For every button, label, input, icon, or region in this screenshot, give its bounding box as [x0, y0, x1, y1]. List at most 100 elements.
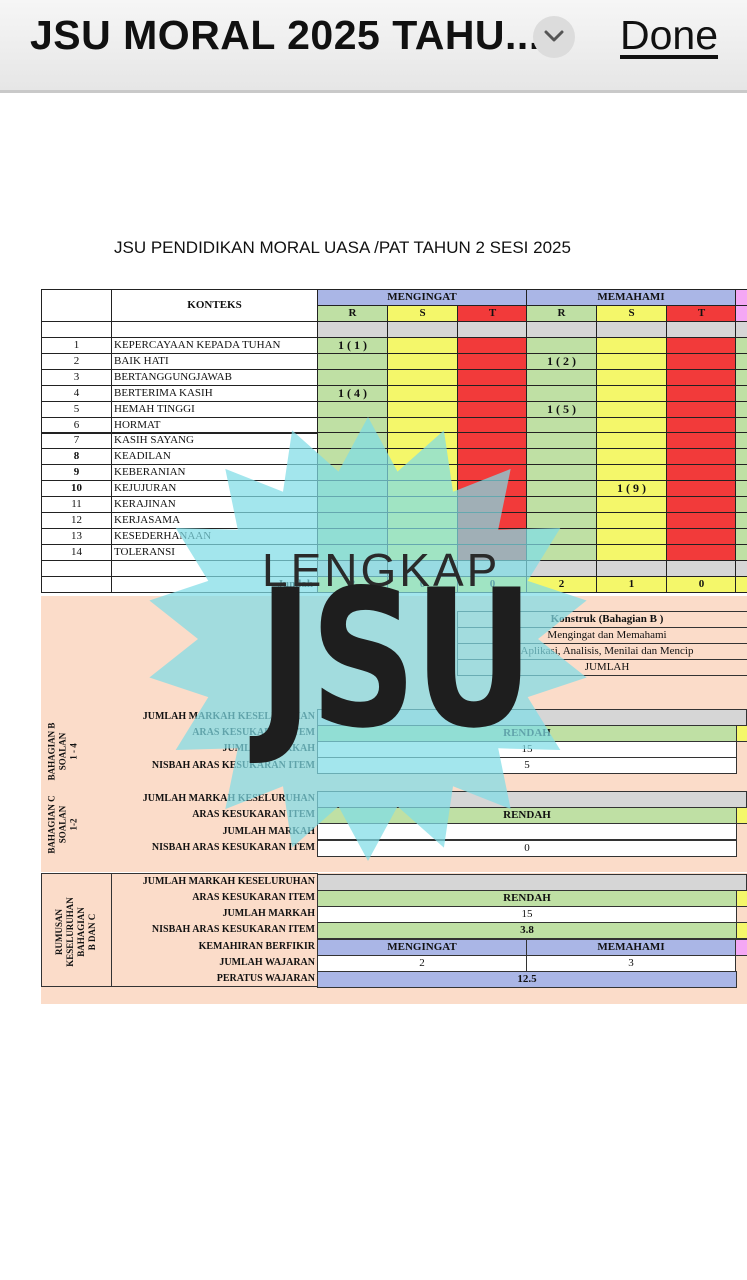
row-number: 5	[41, 400, 112, 418]
mark-cell	[457, 496, 528, 513]
mark-cell	[666, 496, 737, 513]
mark-cell	[666, 511, 737, 529]
mark-cell	[317, 416, 388, 434]
blank-gray-cell	[596, 559, 667, 577]
mark-cell	[666, 448, 737, 466]
jumlah-cell: 0	[666, 575, 737, 593]
rumusan-side-label: RUMUSAN KESELURUHAN BAHAGIAN B DAN C	[54, 897, 97, 967]
mark-cell	[666, 527, 737, 545]
konteks-cell: BERTANGGUNGJAWAB	[111, 368, 318, 386]
mark-cell-next	[735, 496, 747, 513]
r-wajaran-memahami: 3	[526, 955, 736, 972]
blank-gray-cell	[457, 321, 528, 338]
mark-cell	[457, 416, 528, 434]
mark-cell	[666, 384, 737, 402]
mark-cell	[317, 511, 388, 529]
mark-cell	[596, 400, 667, 418]
mark-cell	[317, 400, 388, 418]
mark-cell-next	[735, 527, 747, 545]
mark-cell	[317, 352, 388, 370]
mark-cell	[596, 432, 667, 450]
r-label: JUMLAH MARKAH	[222, 908, 316, 919]
r-jumlah-keseluruhan-value	[317, 874, 747, 891]
level-header: T	[666, 305, 737, 322]
row-number: 7	[41, 432, 112, 450]
konteks-cell: KASIH SAYANG	[111, 432, 318, 450]
mark-cell	[387, 496, 458, 513]
mark-cell	[666, 543, 737, 561]
r-wajaran-mengingat: 2	[317, 955, 527, 972]
konteks-cell: KEBERANIAN	[111, 464, 318, 482]
mark-cell	[596, 527, 667, 545]
title-menu-button[interactable]	[533, 16, 575, 58]
mark-cell	[457, 448, 528, 466]
bahagian-b-label: BAHAGIAN B SOALAN 1 - 4	[46, 722, 79, 781]
blank-gray-cell	[526, 559, 597, 577]
mark-cell: 1 ( 1 )	[317, 337, 388, 354]
r-label: JUMLAH MARKAH KESELURUHAN	[142, 876, 315, 887]
mark-cell	[526, 432, 597, 450]
blank-gray-cell	[666, 321, 737, 338]
mark-cell	[457, 464, 528, 482]
row-number: 9	[41, 464, 112, 482]
mark-cell-next	[735, 416, 747, 434]
done-button[interactable]: Done	[620, 12, 719, 58]
mark-cell: 1 ( 4 )	[317, 384, 388, 402]
level-header: T	[457, 305, 528, 322]
konteks-cell: HEMAH TINGGI	[111, 400, 318, 418]
mark-cell	[596, 511, 667, 529]
c-jumlah-markah-keseluruhan-label: JUMLAH MARKAH KESELURUHAN	[142, 793, 315, 804]
blank-cell	[41, 559, 112, 577]
blank-gray-cell	[735, 321, 747, 338]
mark-cell	[666, 337, 737, 354]
row-number: 11	[41, 496, 112, 513]
mark-cell	[387, 432, 458, 450]
blank-gray-cell	[387, 321, 458, 338]
row-number: 1	[41, 337, 112, 354]
mark-cell	[596, 496, 667, 513]
mark-cell	[387, 416, 458, 434]
mark-cell	[526, 337, 597, 354]
blank-cell	[41, 321, 112, 338]
mark-cell-next	[735, 384, 747, 402]
mark-cell	[317, 480, 388, 498]
blank-cell	[41, 575, 112, 593]
chevron-down-icon	[544, 30, 564, 42]
mark-cell	[457, 400, 528, 418]
mark-cell	[317, 496, 388, 513]
mark-cell	[596, 384, 667, 402]
b-aras-next	[736, 725, 747, 742]
mark-cell	[596, 543, 667, 561]
r-nisbah-next	[736, 922, 747, 939]
mark-cell: 1 ( 9 )	[596, 480, 667, 498]
document-title[interactable]: JSU MORAL 2025 TAHU...	[30, 12, 541, 58]
mark-cell	[457, 480, 528, 498]
konteks-cell: HORMAT	[111, 416, 318, 434]
mark-cell	[317, 448, 388, 466]
corner-cell	[41, 289, 112, 322]
mark-cell	[317, 464, 388, 482]
r-label: PERATUS WAJARAN	[216, 973, 315, 984]
mark-cell-next	[735, 352, 747, 370]
c-jumlah-markah-value	[317, 823, 737, 840]
mark-cell	[666, 416, 737, 434]
mark-cell	[387, 368, 458, 386]
jumlah-cell-next	[735, 575, 747, 593]
watermark-top-text: LENGKAP	[262, 544, 501, 596]
blank-gray-cell	[317, 321, 388, 338]
mark-cell	[526, 384, 597, 402]
konteks-header: KONTEKS	[111, 289, 318, 322]
mark-cell	[526, 511, 597, 529]
row-number: 8	[41, 448, 112, 466]
c-aras-label: ARAS KESUKARAN ITEM	[192, 809, 315, 820]
mark-cell	[526, 543, 597, 561]
mark-cell	[666, 432, 737, 450]
mark-cell	[526, 527, 597, 545]
r-aras-next	[736, 890, 747, 907]
mark-cell	[457, 432, 528, 450]
mark-cell	[317, 432, 388, 450]
blank-gray-cell	[735, 559, 747, 577]
blank-gray-cell	[526, 321, 597, 338]
group-header-mengingat: MENGINGAT	[317, 289, 527, 306]
c-aras-value: RENDAH	[317, 807, 737, 824]
